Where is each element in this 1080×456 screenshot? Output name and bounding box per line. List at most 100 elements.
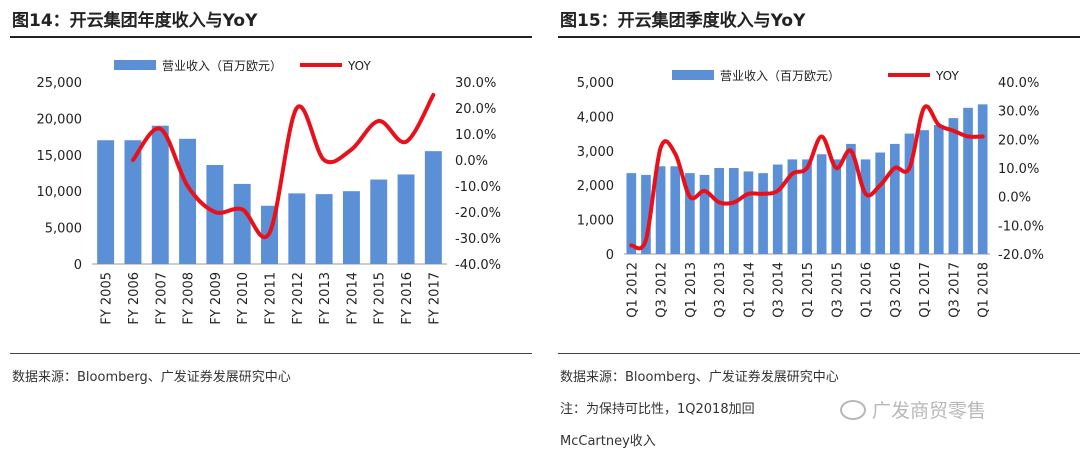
source-note: 数据来源：Bloomberg、广发证券发展研究中心 bbox=[560, 370, 839, 385]
x-tick-label: FY 2010 bbox=[236, 272, 251, 325]
bar bbox=[875, 152, 886, 254]
x-tick-label: FY 2014 bbox=[345, 272, 360, 325]
x-tick-label: FY 2007 bbox=[154, 272, 169, 325]
x-tick-label: Q3 2015 bbox=[830, 262, 845, 318]
y-tick-label: 0 bbox=[74, 258, 82, 273]
x-tick-label: FY 2011 bbox=[264, 272, 279, 325]
bar bbox=[787, 159, 798, 254]
y-tick-label: 2,000 bbox=[577, 179, 614, 194]
x-tick-label: Q3 2017 bbox=[947, 262, 962, 318]
source-divider bbox=[558, 353, 1080, 354]
wechat-logo-icon bbox=[840, 399, 866, 420]
bar bbox=[758, 173, 768, 254]
y2-tick-label: 10.0% bbox=[455, 128, 496, 143]
bar bbox=[288, 193, 306, 264]
bar bbox=[772, 164, 783, 254]
bar bbox=[816, 154, 827, 254]
y2-tick-label: 10.0% bbox=[998, 162, 1039, 177]
bar bbox=[743, 171, 754, 254]
chart-panel-quarterly: 图15：开云集团季度收入与YoY 0 1,000 2,000 3,000 4,000 5,… bbox=[558, 0, 1080, 456]
bar bbox=[977, 104, 988, 254]
bar bbox=[919, 130, 929, 254]
bar bbox=[904, 133, 915, 254]
bar bbox=[670, 166, 681, 254]
y-tick-label: 4,000 bbox=[577, 110, 614, 125]
source-divider bbox=[10, 353, 532, 354]
bar bbox=[626, 173, 637, 254]
legend-bar-swatch bbox=[672, 70, 714, 80]
x-tick-label: FY 2013 bbox=[318, 272, 333, 325]
figure-title: 图15：开云集团季度收入与YoY bbox=[560, 11, 806, 31]
x-tick-label: Q1 2012 bbox=[625, 262, 640, 318]
x-tick-label: FY 2005 bbox=[100, 272, 115, 325]
bar bbox=[963, 107, 973, 254]
x-tick-label: FY 2012 bbox=[291, 272, 306, 325]
title-divider bbox=[558, 36, 1080, 38]
legend-label: YOY bbox=[935, 69, 959, 83]
bar bbox=[802, 159, 812, 254]
y2-tick-label: 0.0% bbox=[455, 154, 488, 169]
bar bbox=[151, 125, 169, 265]
x-tick-label: Q1 2014 bbox=[742, 262, 757, 318]
y2-tick-label: 30.0% bbox=[455, 76, 496, 91]
bar bbox=[179, 138, 197, 264]
source-note: 数据来源：Bloomberg、广发证券发展研究中心 bbox=[12, 370, 291, 385]
bar bbox=[124, 140, 142, 264]
y2-tick-label: -40.0% bbox=[455, 258, 501, 273]
bar bbox=[860, 159, 871, 254]
x-tick-label: Q1 2013 bbox=[684, 262, 699, 318]
x-tick-label: FY 2016 bbox=[400, 272, 415, 325]
legend-bar-swatch bbox=[114, 60, 156, 70]
y2-tick-label: -30.0% bbox=[455, 232, 501, 247]
bar bbox=[831, 159, 842, 254]
x-tick-label: Q1 2018 bbox=[977, 262, 992, 318]
x-tick-label: Q3 2016 bbox=[889, 262, 904, 318]
bar bbox=[370, 179, 388, 264]
x-tick-label: Q1 2015 bbox=[801, 262, 816, 318]
x-tick-label: Q1 2017 bbox=[918, 262, 933, 318]
title-divider bbox=[10, 36, 532, 38]
bar bbox=[641, 174, 651, 254]
x-tick-label: Q1 2016 bbox=[860, 262, 875, 318]
x-tick-label: FY 2006 bbox=[127, 272, 142, 325]
legend-label: 营业收入（百万欧元） bbox=[162, 59, 282, 73]
bar bbox=[342, 191, 360, 264]
x-tick-label: FY 2009 bbox=[209, 272, 224, 325]
bar bbox=[685, 173, 695, 254]
y2-tick-label: 30.0% bbox=[998, 105, 1039, 120]
bar bbox=[699, 174, 710, 254]
quarterly-revenue-chart: 0 1,000 2,000 3,000 4,000 5,000 -20.0% -10.0% 0.… bbox=[577, 69, 1044, 318]
y-tick-label: 1,000 bbox=[577, 214, 614, 229]
legend-label: 营业收入（百万欧元） bbox=[720, 69, 840, 83]
bar bbox=[397, 174, 415, 264]
y-tick-label: 20,000 bbox=[37, 112, 83, 127]
bar bbox=[424, 151, 442, 264]
yoy-line bbox=[629, 104, 985, 251]
y-tick-label: 5,000 bbox=[577, 76, 614, 91]
y2-tick-label: 20.0% bbox=[998, 133, 1039, 148]
y2-tick-label: 0.0% bbox=[998, 191, 1031, 206]
y2-tick-label: -10.0% bbox=[455, 180, 501, 195]
bar bbox=[846, 143, 856, 254]
y-tick-label: 3,000 bbox=[577, 145, 614, 160]
y2-tick-label: -20.0% bbox=[998, 248, 1044, 263]
y-tick-label: 25,000 bbox=[37, 76, 83, 91]
bar bbox=[315, 194, 333, 264]
bar bbox=[206, 164, 224, 264]
x-tick-label: Q3 2012 bbox=[655, 262, 670, 318]
bar bbox=[655, 166, 666, 254]
bar bbox=[97, 140, 115, 264]
watermark-text: 广发商贸零售 bbox=[872, 400, 987, 422]
annual-revenue-chart: 0 5,000 10,000 15,000 20,000 25,000 -40.0% -30.… bbox=[37, 59, 502, 325]
legend-label: YOY bbox=[347, 59, 371, 73]
x-tick-label: Q3 2014 bbox=[772, 262, 787, 318]
y2-tick-label: -20.0% bbox=[455, 206, 501, 221]
bar bbox=[948, 118, 959, 255]
bar bbox=[728, 168, 739, 254]
chart-panel-annual: 图14：开云集团年度收入与YoY 0 5,000 10,000 15,000 20,00… bbox=[10, 0, 532, 456]
y-tick-label: 15,000 bbox=[37, 149, 83, 164]
bar bbox=[890, 143, 900, 254]
yoy-line bbox=[131, 93, 436, 240]
y2-tick-label: 40.0% bbox=[998, 76, 1039, 91]
y2-tick-label: 20.0% bbox=[455, 102, 496, 117]
